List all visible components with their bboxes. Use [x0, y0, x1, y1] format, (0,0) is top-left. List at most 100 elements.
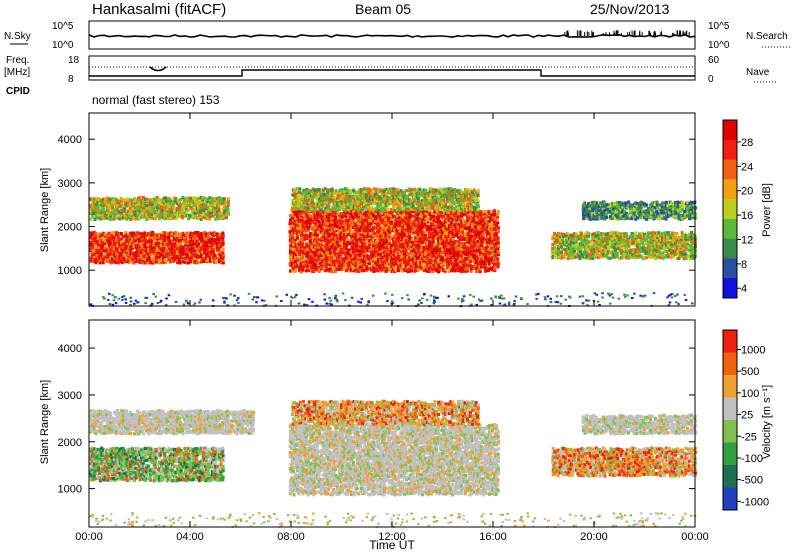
speckle-cell	[144, 296, 147, 299]
echo-cell	[199, 245, 203, 249]
echo-cell	[89, 250, 93, 254]
echo-cell	[321, 216, 325, 220]
echo-cell	[98, 209, 102, 213]
echo-cell	[429, 247, 433, 251]
echo-cell	[125, 200, 129, 204]
speckle-cell	[611, 296, 615, 299]
echo-cell	[203, 196, 206, 200]
echo-cell	[136, 251, 140, 255]
echo-cell	[107, 211, 111, 215]
echo-cell	[219, 252, 223, 257]
speckle-cell	[477, 298, 481, 301]
echo-cell	[375, 240, 379, 244]
echo-cell	[212, 258, 216, 262]
echo-cell	[292, 213, 296, 217]
echo-cell	[364, 249, 368, 253]
echo-cell	[221, 211, 224, 215]
echo-cell	[390, 249, 394, 253]
echo-cell	[102, 257, 106, 261]
echo-cell	[138, 211, 142, 215]
echo-cell	[190, 199, 194, 203]
echo-cell	[181, 260, 185, 264]
echo-cell	[294, 223, 298, 227]
date-title: 25/Nov/2013	[590, 1, 670, 17]
echo-cell	[404, 265, 408, 269]
echo-cell	[215, 199, 219, 203]
echo-cell	[437, 241, 441, 245]
echo-cell	[382, 231, 386, 235]
echo-cell	[159, 215, 163, 219]
echo-cell	[176, 246, 179, 250]
echo-cell	[431, 262, 435, 266]
echo-cell	[411, 257, 415, 261]
echo-cell	[360, 269, 364, 273]
echo-cell	[325, 222, 329, 227]
echo-cell	[291, 228, 294, 232]
echo-cell	[136, 231, 140, 235]
echo-cell	[330, 240, 334, 244]
echo-cell	[183, 260, 187, 264]
echo-cell	[175, 215, 179, 219]
echo-cell	[99, 241, 103, 245]
echo-cell	[93, 258, 97, 262]
echo-cell	[150, 200, 154, 204]
echo-cell	[223, 204, 227, 209]
echo-cell	[346, 267, 350, 271]
echo-cell	[431, 269, 435, 274]
echo-cell	[402, 238, 406, 242]
echo-cell	[134, 233, 138, 237]
echo-cell	[430, 224, 434, 228]
echo-cell	[413, 261, 417, 266]
echo-cell	[372, 268, 376, 272]
echo-cell	[104, 234, 107, 238]
echo-cell	[156, 247, 159, 251]
echo-cell	[138, 198, 142, 202]
echo-cell	[106, 236, 109, 240]
echo-cell	[158, 240, 162, 245]
echo-cell	[442, 229, 446, 233]
echo-cell	[206, 247, 210, 251]
echo-cell	[436, 216, 440, 220]
echo-cell	[332, 214, 336, 218]
echo-cell	[397, 262, 401, 266]
echo-cell	[444, 226, 448, 230]
echo-cell	[301, 238, 305, 242]
echo-cell	[349, 233, 352, 237]
echo-cell	[163, 247, 167, 251]
echo-cell	[109, 197, 113, 201]
echo-cell	[384, 263, 388, 267]
echo-cell	[154, 197, 158, 201]
echo-cell	[219, 216, 222, 220]
echo-cell	[177, 198, 181, 202]
echo-cell	[294, 255, 298, 259]
echo-cell	[303, 231, 307, 235]
speckle-cell	[586, 304, 589, 307]
echo-cell	[292, 242, 296, 246]
echo-cell	[289, 218, 292, 222]
echo-cell	[112, 215, 116, 219]
echo-cell	[368, 262, 372, 266]
speckle-cell	[124, 301, 128, 304]
echo-cell	[127, 209, 130, 213]
echo-cell	[141, 245, 145, 249]
echo-cell	[98, 237, 102, 241]
echo-cell	[358, 214, 361, 218]
echo-cell	[141, 234, 145, 238]
echo-cell	[377, 222, 380, 226]
echo-cell	[219, 201, 223, 205]
echo-cell	[308, 222, 312, 226]
echo-cell	[296, 214, 300, 219]
echo-cell	[415, 263, 418, 267]
echo-cell	[398, 257, 402, 261]
echo-cell	[184, 207, 188, 211]
echo-cell	[203, 238, 207, 242]
echo-cell	[159, 207, 163, 211]
echo-cell	[310, 269, 314, 273]
echo-cell	[343, 232, 347, 236]
echo-cell	[107, 236, 111, 240]
echo-cell	[418, 218, 422, 222]
nsky-tick-bottom: 10^0	[52, 40, 74, 51]
speckle-cell	[129, 304, 132, 307]
echo-cell	[341, 263, 345, 267]
echo-cell	[104, 210, 107, 214]
